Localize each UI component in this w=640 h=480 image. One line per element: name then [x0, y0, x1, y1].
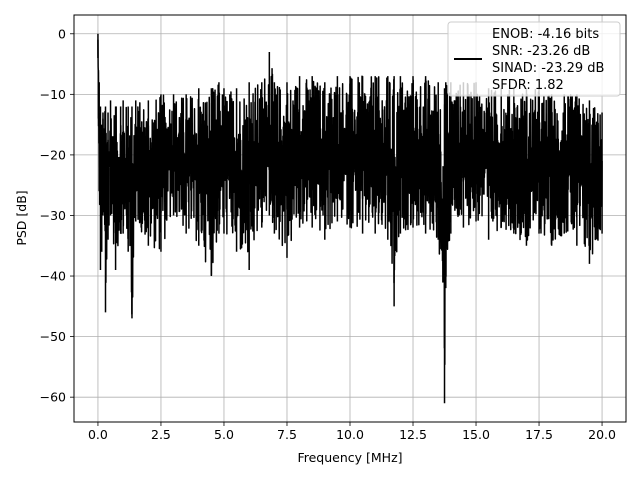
legend-entry-snr: SNR: -23.26 dB: [492, 44, 590, 59]
x-tick-label: 20.0: [588, 427, 616, 442]
psd-series: [97, 33, 603, 404]
x-tick-label: 12.5: [399, 427, 427, 442]
y-axis-label: PSD [dB]: [14, 190, 29, 245]
y-tick-label: −30: [40, 208, 66, 223]
y-tick-label: 0: [58, 26, 66, 41]
x-axis-ticks: 0.0 2.5 5.0 7.5 10.0 12.5 15.0 17.5 20.0: [88, 422, 616, 442]
x-tick-label: 15.0: [462, 427, 490, 442]
legend: ENOB: -4.16 bits SNR: -23.26 dB SINAD: -…: [447, 21, 621, 97]
legend-entry-enob: ENOB: -4.16 bits: [492, 27, 599, 42]
y-tick-label: −60: [40, 390, 66, 405]
y-tick-label: −20: [40, 147, 66, 162]
legend-box: [447, 21, 621, 97]
x-tick-label: 0.0: [88, 427, 108, 442]
y-axis-ticks: 0 −10 −20 −30 −40 −50 −60: [40, 26, 74, 405]
x-axis-label: Frequency [MHz]: [297, 450, 402, 465]
x-tick-label: 17.5: [525, 427, 553, 442]
x-tick-label: 10.0: [336, 427, 364, 442]
legend-entry-sinad: SINAD: -23.29 dB: [492, 61, 604, 76]
x-tick-label: 5.0: [214, 427, 234, 442]
legend-entry-sfdr: SFDR: 1.82: [492, 78, 564, 93]
x-tick-label: 2.5: [151, 427, 171, 442]
y-tick-label: −10: [40, 87, 66, 102]
x-tick-label: 7.5: [277, 427, 297, 442]
y-tick-label: −40: [40, 269, 66, 284]
y-tick-label: −50: [40, 329, 66, 344]
